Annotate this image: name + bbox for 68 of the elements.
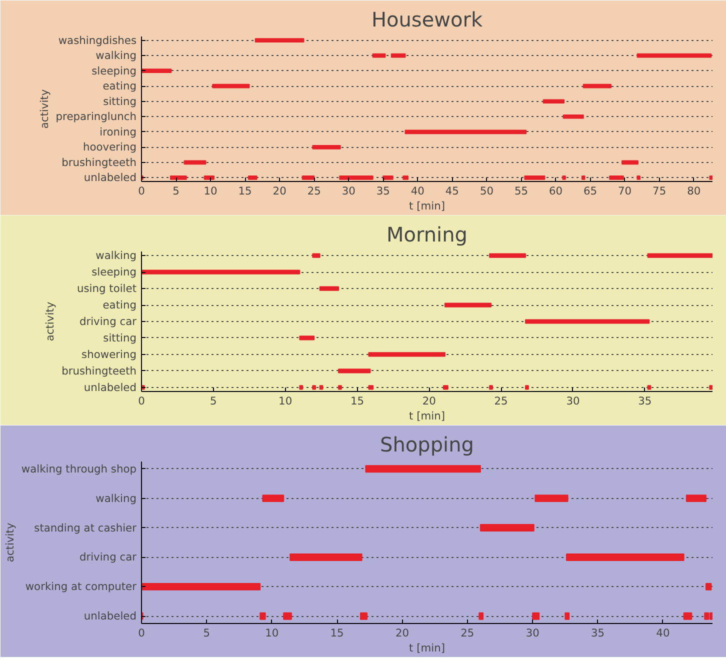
x-tick-label: 10	[204, 184, 218, 198]
x-tick-label: 35	[591, 626, 605, 640]
x-tick-label: 20	[395, 626, 410, 640]
x-tick-label: 50	[480, 184, 494, 198]
x-tick-label: 40	[656, 626, 670, 640]
x-tick-label: 0	[138, 184, 146, 198]
y-tick-label: sitting	[103, 94, 137, 108]
x-tick-label: 25	[460, 626, 474, 640]
x-tick-label: 15	[330, 626, 344, 640]
x-tick-label: 60	[548, 184, 563, 198]
y-tick-label: unlabeled	[84, 380, 137, 394]
x-tick-label: 10	[278, 394, 292, 408]
y-tick-label: brushingteeth	[62, 364, 136, 378]
x-tick-label: 55	[514, 184, 528, 198]
x-axis-title: t [min]	[409, 642, 445, 654]
x-tick-label: 40	[410, 184, 425, 198]
y-tick-label: sitting	[103, 331, 137, 344]
y-tick-label: walking through shop	[21, 462, 137, 476]
x-tick-label: 35	[638, 394, 652, 408]
y-tick-label: eating	[102, 298, 137, 312]
y-tick-label: walking	[96, 249, 137, 262]
y-tick-label: walking	[96, 49, 137, 62]
x-tick-label: 20	[272, 184, 287, 198]
y-tick-label: driving car	[79, 315, 138, 328]
x-tick-label: 5	[203, 626, 210, 640]
chart-title: Shopping	[380, 432, 474, 456]
y-tick-label: eating	[102, 80, 137, 93]
x-tick-label: 5	[172, 184, 180, 198]
x-tick-label: 30	[342, 184, 356, 198]
x-tick-label: 25	[307, 184, 321, 198]
y-tick-label: brushingteeth	[62, 156, 136, 169]
x-tick-label: 20	[422, 394, 436, 408]
x-tick-label: 65	[584, 184, 598, 198]
x-axis-title: t [min]	[409, 200, 445, 212]
y-axis-title: activity	[3, 522, 16, 562]
y-tick-label: sleeping	[92, 266, 137, 279]
x-tick-label: 15	[350, 394, 364, 408]
chart-title: Morning	[386, 222, 468, 246]
y-tick-label: washingdishes	[58, 34, 137, 47]
y-axis-title: activity	[44, 302, 57, 342]
y-tick-label: unlabeled	[84, 171, 137, 184]
x-tick-label: 30	[526, 626, 540, 640]
y-tick-label: driving car	[79, 550, 138, 564]
x-tick-label: 45	[445, 184, 459, 198]
x-tick-label: 5	[210, 394, 217, 408]
x-tick-label: 70	[618, 184, 632, 198]
y-tick-label: using toilet	[76, 282, 137, 296]
x-axis-title: t [min]	[409, 410, 445, 422]
y-axis-title: activity	[38, 89, 51, 129]
y-tick-label: sleeping	[92, 64, 137, 78]
x-tick-label: 0	[138, 626, 146, 640]
y-tick-label: hoovering	[82, 140, 136, 154]
x-tick-label: 30	[566, 394, 580, 408]
y-tick-label: standing at cashier	[34, 521, 138, 534]
y-tick-label: preparinglunch	[56, 110, 136, 124]
x-tick-label: 25	[494, 394, 508, 408]
y-tick-label: walking	[96, 492, 137, 505]
x-tick-label: 35	[376, 184, 390, 198]
y-tick-label: working at computer	[25, 580, 138, 594]
y-tick-label: showering	[82, 348, 137, 361]
x-tick-label: 0	[138, 394, 146, 408]
x-tick-label: 10	[265, 626, 279, 640]
y-tick-label: unlabeled	[84, 610, 137, 623]
x-tick-label: 80	[687, 184, 701, 198]
y-tick-label: ironing	[100, 125, 137, 138]
x-tick-label: 75	[652, 184, 666, 198]
chart-title: Housework	[371, 8, 483, 32]
x-tick-label: 15	[238, 184, 252, 198]
